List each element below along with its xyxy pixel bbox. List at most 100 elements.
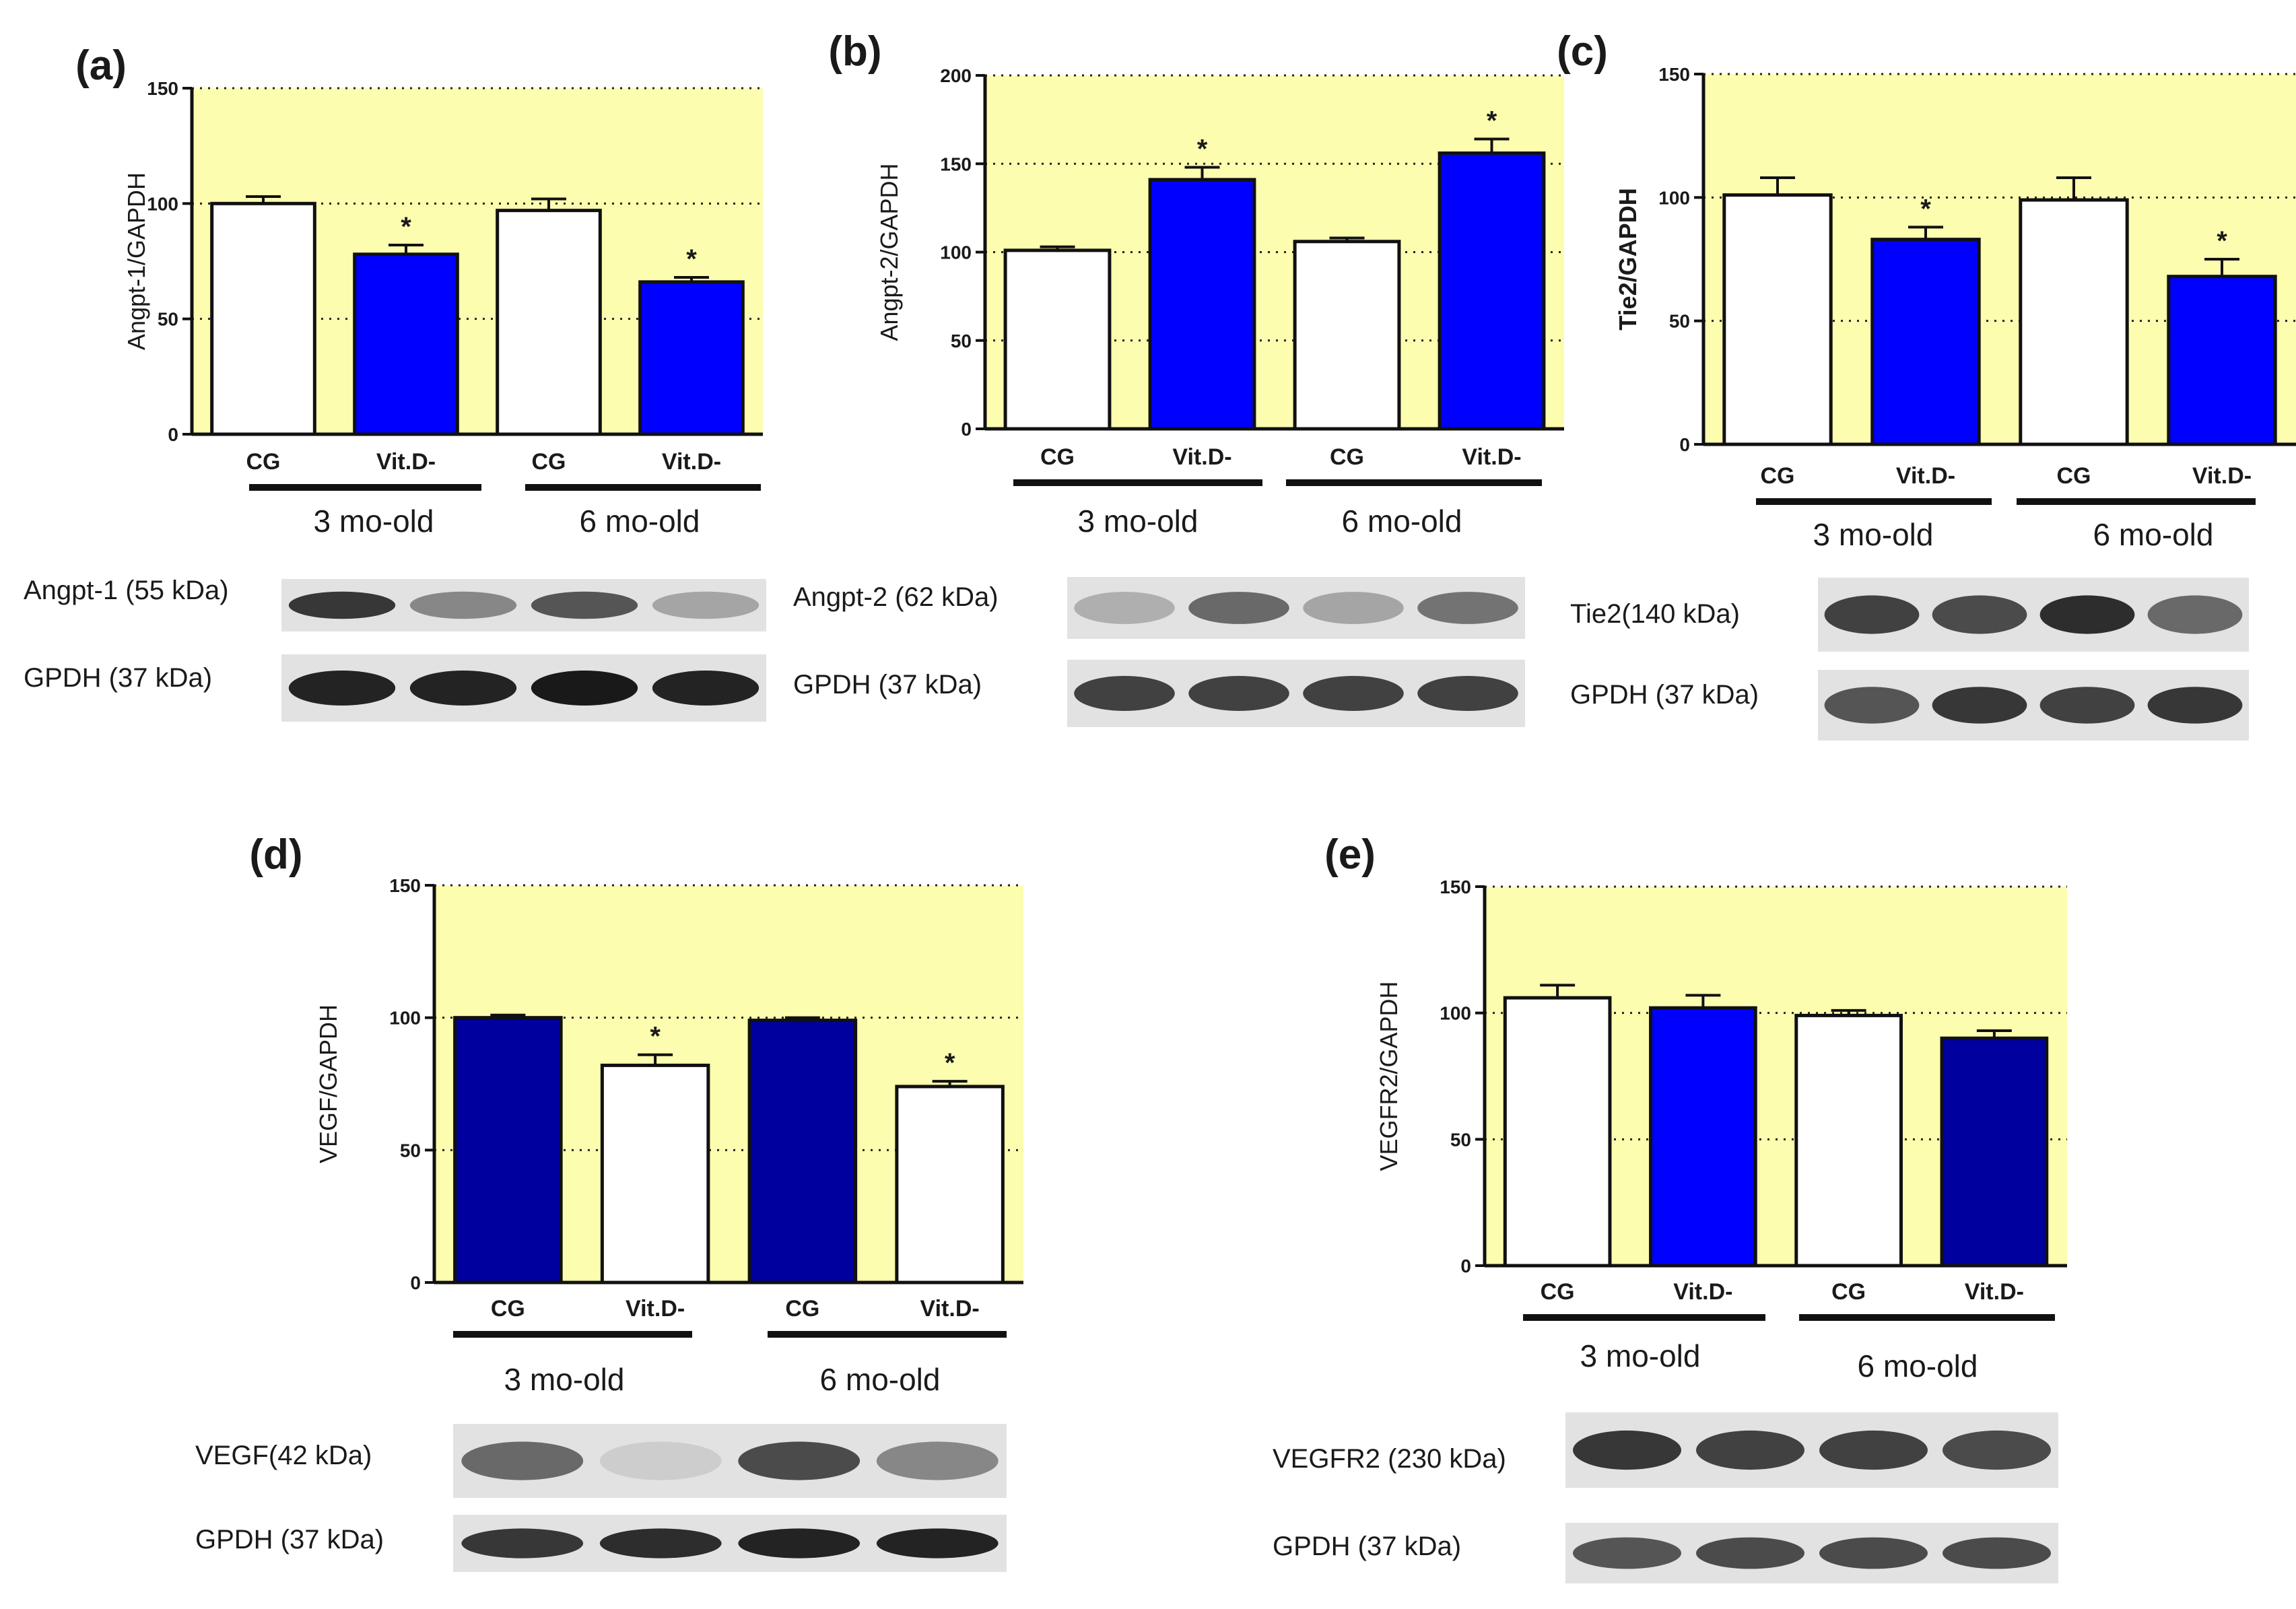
bar [1003,248,1112,431]
bar [2019,198,2129,446]
group-bar [768,1331,1007,1338]
y-tick-label: 0 [961,419,972,440]
y-axis-label: Angpt-1/GAPDH [123,172,150,350]
blot-band [738,1528,860,1559]
blot-band [1932,595,2027,634]
blot-band [652,591,759,619]
blot-band [1572,1430,1682,1470]
category-label: Vit.D- [920,1296,980,1322]
group-label: 3 mo-old [1813,517,1934,552]
group-label: 3 mo-old [504,1362,625,1397]
y-tick-label: 100 [1658,187,1690,208]
category-label: CG [491,1296,525,1322]
y-tick-label: 100 [940,242,972,263]
group-bar [1523,1314,1765,1321]
blot-band [599,1528,722,1559]
blot-band [288,591,396,619]
category-label: Vit.D- [2192,463,2252,489]
y-tick-label: 50 [400,1140,421,1161]
panel-label: (b) [828,28,881,75]
y-tick-label: 50 [1669,311,1690,332]
blot-band [461,1528,584,1559]
blot-band [1303,592,1404,624]
y-tick-label: 50 [951,331,972,351]
bar [496,209,602,436]
y-tick-label: 50 [158,309,178,330]
bar [1940,1036,2049,1268]
panel-label: (c) [1557,28,1608,75]
y-tick-label: 150 [147,78,178,99]
category-label: CG [1831,1279,1866,1305]
y-axis-label: Tie2/GAPDH [1614,188,1642,330]
category-label: Vit.D- [626,1296,685,1322]
y-axis-label: VEGFR2/GAPDH [1375,981,1403,1171]
group-label: 6 mo-old [1858,1348,1978,1383]
bar [1503,996,1612,1268]
group-bar [1799,1314,2055,1321]
blot-band [1824,595,1920,634]
group-label: 3 mo-old [1078,504,1198,539]
significance-marker: * [2217,226,2227,256]
blot-label: GPDH (37 kDa) [1570,680,1759,710]
blot-band [409,591,517,619]
blot-band [409,671,517,706]
bar [1293,240,1401,431]
panel-b: (b) 0 50 100 150 200 Angpt-2/GAPDH CG * Vit.D- CG *… [793,28,1564,727]
blot-label: VEGF(42 kDa) [195,1441,372,1470]
blot-band [1942,1430,2052,1470]
category-label: CG [1761,463,1795,489]
bar [1148,178,1256,431]
panel-c: (c) 0 50 100 150 Tie2/GAPDH CG * Vit.D- CG * Vit.D-… [1557,28,2296,741]
significance-marker: * [1197,135,1208,164]
y-tick-label: 150 [389,875,421,896]
bar [1870,238,1981,446]
y-axis-label: VEGF/GAPDH [314,1004,342,1163]
bar [210,201,316,436]
blot-label: VEGFR2 (230 kDa) [1273,1444,1506,1474]
group-bar [1756,498,1992,505]
blot-band [288,671,396,706]
blot-label: Angpt-1 (55 kDa) [24,576,229,605]
y-tick-label: 150 [1658,64,1690,85]
bar [1438,151,1546,431]
category-label: Vit.D- [662,449,721,475]
blot-band [1942,1537,2052,1569]
group-bar [249,484,481,491]
panel-d: (d) 0 50 100 150 VEGF/GAPDH CG * Vit.D- CG * Vit.D-… [195,831,1023,1572]
blot-label: GPDH (37 kDa) [24,663,212,693]
blot-band [2039,687,2135,724]
blot-band [1417,592,1518,624]
blot-band [1303,676,1404,711]
y-axis-label: Angpt-2/GAPDH [875,163,903,341]
blot-band [2147,687,2243,724]
bar [747,1019,858,1285]
y-tick-label: 50 [1450,1129,1471,1150]
significance-marker: * [650,1022,661,1052]
blot-band [1695,1430,1805,1470]
bar [1794,1013,1903,1268]
group-bar [2017,498,2256,505]
significance-marker: * [945,1048,955,1078]
blot-band [652,671,759,706]
bar [2167,275,2277,446]
blot-band [738,1441,860,1480]
blot-band [1074,676,1175,711]
category-label: CG [1330,444,1364,470]
blot-band [1188,592,1289,624]
group-label: 6 mo-old [820,1362,941,1397]
category-label: CG [785,1296,819,1322]
panel-label: (e) [1324,831,1376,878]
blot-band [876,1441,999,1480]
blot-band [1819,1537,1928,1569]
group-bar [1286,479,1542,486]
y-tick-label: 0 [410,1272,421,1293]
category-label: CG [532,449,566,475]
bar [1722,193,1833,446]
group-label: 6 mo-old [1342,504,1462,539]
group-label: 6 mo-old [580,504,700,539]
blot-band [876,1528,999,1559]
bar [353,252,459,436]
y-tick-label: 150 [940,153,972,174]
significance-marker: * [401,212,411,242]
